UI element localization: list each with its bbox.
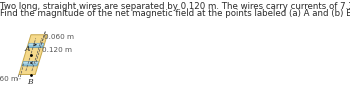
Text: 0.120 m: 0.120 m bbox=[42, 47, 72, 53]
Polygon shape bbox=[28, 43, 44, 48]
Text: 0.060 m: 0.060 m bbox=[0, 76, 18, 82]
Polygon shape bbox=[22, 62, 38, 66]
Polygon shape bbox=[28, 44, 44, 45]
Polygon shape bbox=[19, 35, 47, 74]
Text: A: A bbox=[25, 45, 30, 53]
Text: B: B bbox=[28, 78, 33, 86]
Polygon shape bbox=[23, 62, 38, 64]
Text: Find the magnitude of the net magnetic field at the points labeled (a) A and (b): Find the magnitude of the net magnetic f… bbox=[0, 9, 350, 18]
Text: 0.060 m: 0.060 m bbox=[44, 34, 74, 40]
Text: Two long, straight wires are separated by 0.120 m. The wires carry currents of 7: Two long, straight wires are separated b… bbox=[0, 2, 350, 11]
